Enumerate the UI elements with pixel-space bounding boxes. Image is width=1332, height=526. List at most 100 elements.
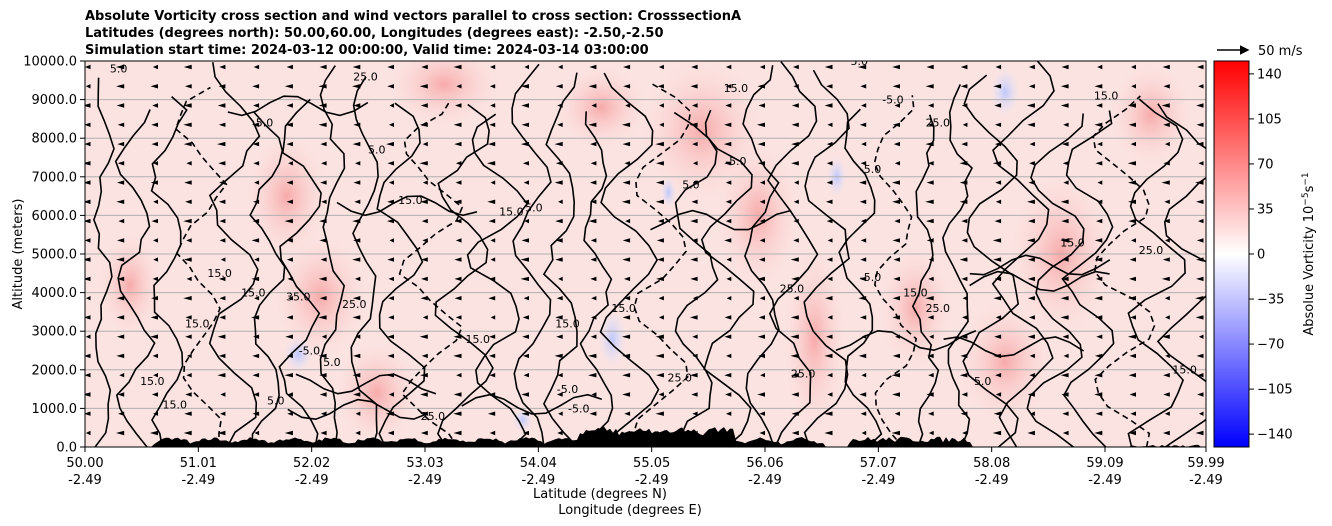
contour-label: -5.0 [568,402,589,415]
wind-vector [153,199,158,204]
wind-vector [521,392,529,397]
wind-vector [219,238,226,243]
contour-label: 5.0 [682,178,700,191]
wind-vector [389,122,394,127]
contour-line [376,102,426,447]
wind-vector [655,334,664,339]
contour-label: 15.0 [1060,236,1085,249]
wind-vector [623,64,631,70]
wind-vector [388,180,394,185]
wind-vector [1094,373,1103,378]
wind-vector [185,392,192,397]
wind-vector [790,334,799,339]
wind-vector [625,103,631,108]
field-shading-positive [99,234,160,335]
wind-vector [1195,315,1204,320]
contour-line [461,393,603,415]
wind-vector [1128,218,1136,224]
contour-lines [93,61,1206,447]
wind-vector [421,218,428,224]
wind-vector [925,84,934,89]
wind-vector [591,315,597,320]
wind-vector [183,122,192,127]
wind-vector [217,373,226,378]
wind-vector [690,218,698,224]
wind-vector [825,296,833,301]
x-tick-label-lat: 54.04 [520,456,557,471]
colorbar-tick-label: 140 [1257,67,1282,82]
wind-vector [1028,84,1035,89]
wind-vector [420,392,428,397]
contour-line [434,103,494,447]
wind-vector [961,276,968,282]
wind-vector [554,141,563,147]
wind-vector [824,353,833,359]
wind-vector [420,103,428,108]
field-shading-negative [660,176,677,209]
wind-vector [220,392,226,397]
wind-vector [454,257,462,262]
x-tick-label-lat: 57.07 [860,456,897,471]
wind-vector [961,103,968,108]
wind-vector [85,238,91,243]
wind-vector [689,373,698,378]
wind-vector [962,296,968,301]
wind-vector [726,257,732,262]
wind-vector [692,141,698,147]
wind-vector [1196,199,1204,204]
wind-vector [490,180,496,185]
wind-vector [487,161,496,166]
wind-vector [1163,430,1170,436]
wind-vector [791,430,799,436]
wind-vector [590,257,597,262]
wind-vector [624,161,631,166]
wind-vector [1097,64,1103,70]
field-shading-positive [784,248,845,429]
wind-vector [759,218,765,224]
wind-vector [858,353,867,359]
contour-line [249,111,286,447]
wind-vector [622,238,631,243]
wind-vector [252,218,260,224]
wind-vector [995,392,1002,397]
wind-vector [353,353,361,359]
wind-vector [389,103,394,108]
y-tick-label: 2000.0 [32,363,78,378]
wind-vector [726,411,732,416]
wind-vector [1129,353,1136,359]
wind-vector [454,218,462,224]
wind-vector [420,199,428,204]
wind-vector [254,296,260,301]
contour-line [114,109,156,447]
wind-vector [85,161,91,166]
wind-vector [692,411,698,416]
wind-vector [152,353,158,359]
x-tick-label-lat: 52.02 [293,456,330,471]
wind-vector [590,238,597,243]
contour-line-negative [1092,95,1156,447]
wind-vector [757,276,765,282]
wind-vector [523,180,529,185]
wind-vector [757,161,765,166]
wind-vector [522,430,529,436]
wind-vector [1029,141,1035,147]
wind-vector [1060,238,1069,243]
wind-vector [117,180,125,185]
wind-vector [590,141,597,147]
wind-vector [353,392,361,397]
wind-vector [926,392,934,397]
wind-vector [387,257,394,262]
wind-vector [993,257,1002,262]
wind-vector [388,296,394,301]
wind-vector [1063,180,1069,185]
wind-vector [588,122,597,127]
wind-vector [1128,373,1136,378]
wind-vector [891,373,900,378]
wind-vector [995,141,1002,147]
wind-vector [153,411,158,416]
wind-vector [656,276,664,282]
wind-vector [220,411,226,416]
wind-vector [724,315,732,320]
wind-vector [184,411,192,416]
wind-vector [453,334,462,339]
